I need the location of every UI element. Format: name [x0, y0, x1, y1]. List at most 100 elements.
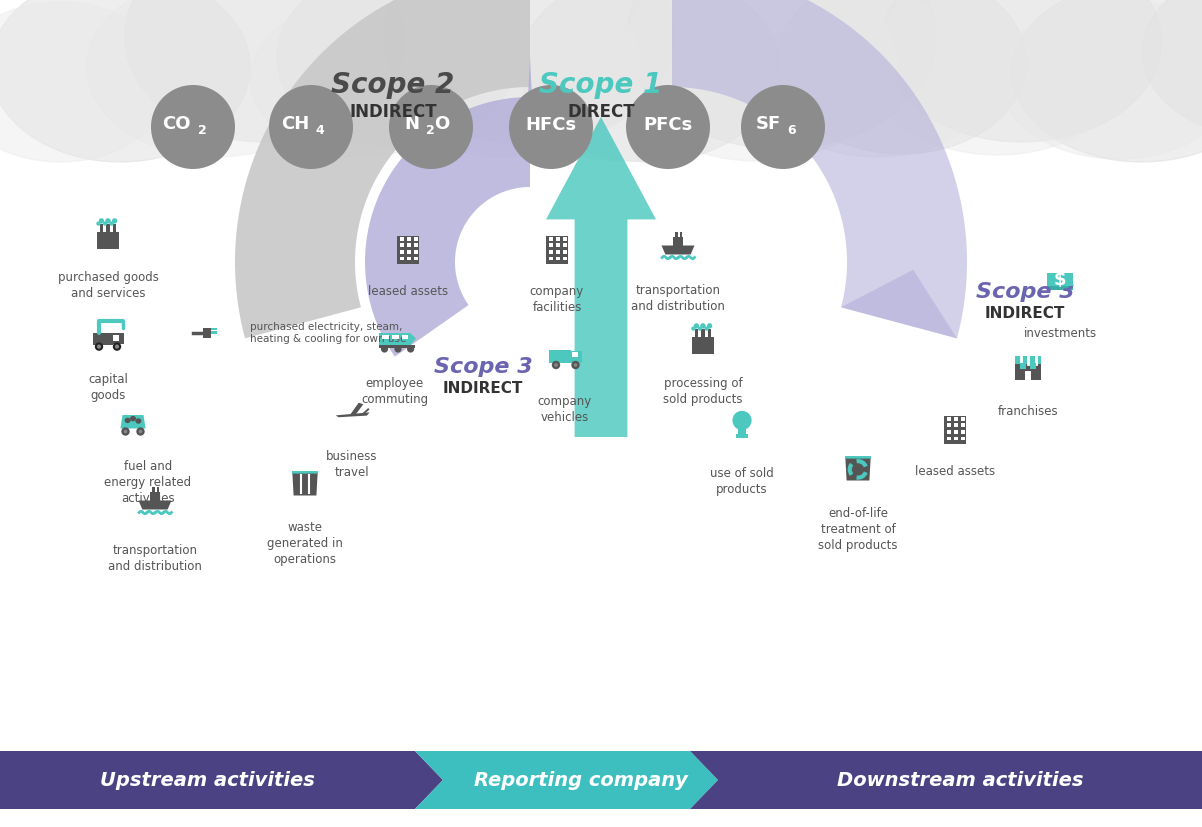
Bar — [738, 421, 745, 436]
Circle shape — [407, 346, 415, 352]
Bar — [679, 232, 683, 237]
Circle shape — [124, 430, 127, 433]
Bar — [399, 250, 404, 254]
Text: fuel and
energy related
activities: fuel and energy related activities — [105, 460, 191, 505]
Bar — [555, 250, 560, 254]
Bar — [111, 333, 124, 343]
Ellipse shape — [626, 0, 936, 149]
Text: INDIRECT: INDIRECT — [984, 306, 1065, 321]
Bar — [947, 430, 951, 434]
Text: 6: 6 — [787, 125, 796, 137]
Ellipse shape — [0, 2, 171, 162]
Polygon shape — [120, 415, 145, 428]
Text: N: N — [404, 115, 419, 133]
Ellipse shape — [1142, 0, 1202, 137]
Polygon shape — [546, 117, 656, 437]
Circle shape — [151, 85, 236, 169]
Circle shape — [626, 85, 710, 169]
Bar — [392, 335, 399, 339]
Bar — [203, 328, 212, 337]
Text: 2: 2 — [426, 125, 435, 137]
Bar — [399, 237, 404, 241]
Circle shape — [113, 342, 121, 351]
Text: company
vehicles: company vehicles — [537, 395, 593, 424]
Polygon shape — [365, 97, 530, 356]
Bar — [1019, 363, 1027, 370]
Bar — [156, 487, 159, 492]
Text: CO: CO — [162, 115, 191, 133]
Bar — [413, 243, 418, 247]
Bar — [399, 243, 404, 247]
Text: waste
generated in
operations: waste generated in operations — [267, 521, 343, 566]
Text: CH: CH — [281, 115, 309, 133]
Bar — [962, 423, 965, 428]
Ellipse shape — [250, 1, 471, 157]
Bar — [292, 471, 317, 474]
Ellipse shape — [136, 418, 142, 423]
Text: Scope 3: Scope 3 — [434, 357, 532, 377]
Polygon shape — [845, 459, 870, 480]
Circle shape — [97, 345, 101, 349]
Circle shape — [508, 85, 593, 169]
Text: processing of
sold products: processing of sold products — [664, 377, 743, 406]
Bar — [406, 243, 411, 247]
Ellipse shape — [112, 218, 118, 223]
Circle shape — [95, 342, 103, 351]
Ellipse shape — [96, 222, 101, 226]
Bar — [962, 430, 965, 434]
Bar — [673, 237, 684, 246]
Ellipse shape — [519, 0, 779, 162]
Polygon shape — [335, 413, 369, 418]
Bar — [954, 437, 958, 441]
Bar — [212, 327, 216, 330]
Ellipse shape — [106, 218, 111, 223]
Circle shape — [389, 85, 474, 169]
Bar — [96, 232, 119, 248]
Ellipse shape — [0, 0, 250, 162]
Text: end-of-life
treatment of
sold products: end-of-life treatment of sold products — [819, 507, 898, 552]
Text: Downstream activities: Downstream activities — [837, 771, 1083, 790]
Ellipse shape — [103, 222, 107, 226]
Polygon shape — [138, 500, 172, 509]
Bar — [555, 243, 560, 247]
Text: INDIRECT: INDIRECT — [350, 103, 436, 121]
Circle shape — [740, 85, 825, 169]
Bar — [149, 492, 160, 500]
Bar — [563, 250, 567, 254]
Bar — [1016, 364, 1041, 380]
Ellipse shape — [383, 0, 674, 145]
Bar — [947, 437, 951, 441]
Text: franchises: franchises — [998, 405, 1058, 418]
Bar — [548, 250, 553, 254]
Ellipse shape — [276, 0, 517, 147]
Bar — [406, 256, 411, 261]
Bar — [555, 256, 560, 261]
Bar — [548, 350, 571, 362]
Bar — [100, 223, 103, 232]
Bar — [106, 223, 109, 232]
Ellipse shape — [776, 0, 1027, 154]
Bar — [548, 243, 553, 247]
Ellipse shape — [125, 0, 404, 142]
Circle shape — [554, 363, 558, 367]
Polygon shape — [661, 246, 695, 255]
Bar — [413, 250, 418, 254]
Bar — [212, 332, 216, 333]
Text: Reporting company: Reporting company — [474, 771, 688, 790]
Bar — [676, 232, 678, 237]
Bar — [1025, 371, 1031, 380]
Text: company
facilities: company facilities — [530, 285, 584, 314]
Text: capital
goods: capital goods — [88, 373, 127, 402]
Text: PFCs: PFCs — [643, 116, 692, 134]
Circle shape — [381, 346, 388, 352]
Bar — [1016, 356, 1041, 364]
Polygon shape — [292, 474, 317, 495]
Bar — [563, 243, 567, 247]
Bar — [397, 236, 419, 264]
Bar — [691, 337, 714, 353]
Bar — [962, 437, 965, 441]
Text: HFCs: HFCs — [525, 116, 577, 134]
Text: purchased goods
and services: purchased goods and services — [58, 271, 159, 300]
Circle shape — [136, 428, 144, 436]
Circle shape — [121, 428, 130, 436]
